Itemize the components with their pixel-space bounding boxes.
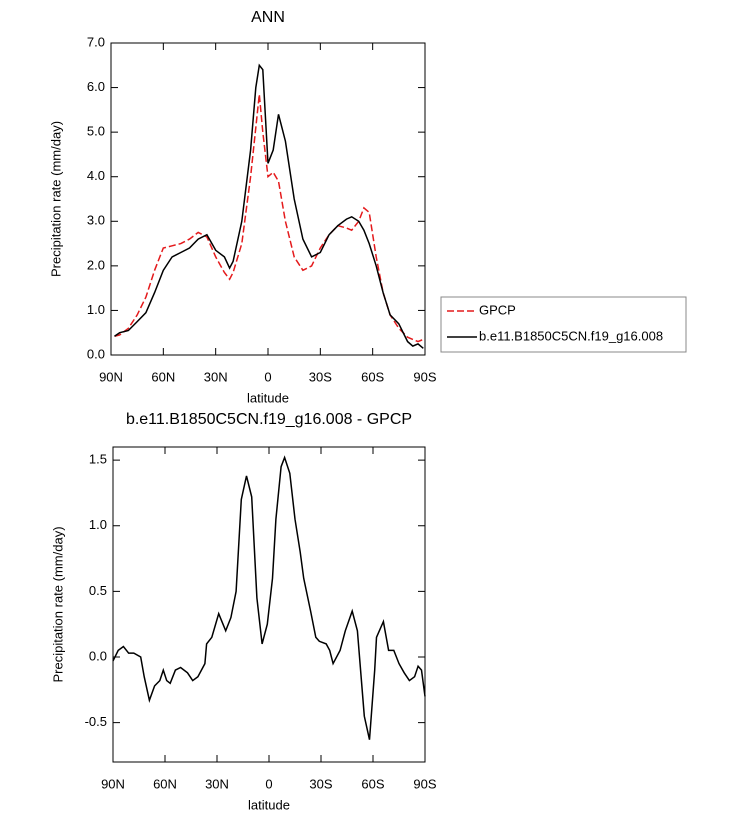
y-tick-label: 0.5 (89, 583, 107, 598)
x-tick-label: 60N (151, 369, 175, 384)
data-line (112, 455, 426, 740)
y-tick-label: 0.0 (87, 346, 105, 361)
x-tick-label: 90S (413, 369, 436, 384)
x-tick-label: 60S (361, 369, 384, 384)
y-tick-label: 1.5 (89, 452, 107, 467)
x-tick-label: 30N (204, 369, 228, 384)
y-tick-label: 6.0 (87, 79, 105, 94)
x-tick-label: 30S (309, 369, 332, 384)
plot-frame (112, 446, 426, 763)
x-axis-label: latitude (247, 390, 289, 405)
x-axis-label: latitude (248, 797, 290, 812)
chart-title: ANN (251, 9, 285, 26)
data-line (114, 63, 424, 349)
x-tick-label: 60S (361, 776, 384, 791)
legend-label: b.e11.B1850C5CN.f19_g16.008 (479, 328, 663, 343)
x-tick-label: 30N (205, 776, 229, 791)
y-tick-label: 1.0 (87, 302, 105, 317)
chart-title: b.e11.B1850C5CN.f19_g16.008 - GPCP (126, 411, 412, 428)
x-tick-label: 0 (265, 776, 272, 791)
x-tick-label: 30S (309, 776, 332, 791)
x-tick-label: 60N (153, 776, 177, 791)
y-tick-label: 7.0 (87, 34, 105, 49)
x-tick-label: 90N (101, 776, 125, 791)
y-tick-label: 1.0 (89, 517, 107, 532)
y-tick-label: 3.0 (87, 213, 105, 228)
data-line (114, 94, 424, 343)
x-tick-label: 0 (264, 369, 271, 384)
y-tick-label: 5.0 (87, 124, 105, 139)
y-axis-label: Precipitation rate (mm/day) (50, 526, 65, 682)
y-tick-label: 2.0 (87, 257, 105, 272)
y-tick-label: -0.5 (85, 714, 107, 729)
x-tick-label: 90S (413, 776, 436, 791)
legend-box (440, 296, 687, 353)
y-axis-label: Precipitation rate (mm/day) (48, 121, 63, 277)
y-tick-label: 4.0 (87, 168, 105, 183)
plot-frame (110, 42, 426, 356)
legend: GPCP b.e11.B1850C5CN.f19_g16.008 (440, 296, 687, 353)
y-tick-label: 0.0 (89, 648, 107, 663)
x-tick-label: 90N (99, 369, 123, 384)
legend-label: GPCP (479, 302, 516, 317)
